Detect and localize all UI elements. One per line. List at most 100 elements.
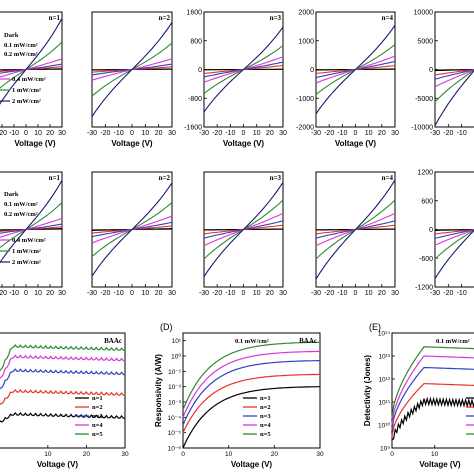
chart-1-1-legend-dark: Dark — [4, 32, 19, 39]
chart-2-1-legend-p01: 0.1 mW/cm² — [4, 201, 38, 208]
chart-2-2-xtick-label: -30 — [87, 290, 97, 297]
chart-3-1-series-0-line — [0, 411, 125, 423]
chart-1-2-xtick-label: -30 — [87, 130, 97, 137]
chart-3-1-legend-label-2: n=3 — [92, 413, 103, 420]
chart-1-4-xlabel: Voltage (V) — [335, 139, 377, 148]
chart-2-1-xtick-label: 10 — [34, 290, 42, 297]
chart-2-2-xtick-label: -20 — [100, 290, 110, 297]
chart-1-4-xtick-label: 30 — [391, 130, 399, 137]
chart-1-2-xtick-label: 20 — [155, 130, 163, 137]
chart-3-1-series-2-line — [0, 368, 125, 391]
chart-3-1-legend-label-3: n=4 — [92, 422, 103, 429]
chart-1-4-xtick-label: -20 — [324, 130, 334, 137]
chart-2-4-xtick-label: 10 — [365, 290, 373, 297]
chart-1-4-ytick-label: 0 — [310, 67, 314, 74]
chart-3-3-panel-label: (E) — [369, 322, 381, 332]
chart-3-2-xtick-label: 20 — [271, 451, 279, 458]
chart-1-2-series-5-line — [91, 21, 173, 118]
chart-1-5-series-3-line — [434, 69, 474, 88]
chart-3-1-xlabel: Voltage (V) — [37, 460, 79, 469]
chart-3-1-xtick-label: 30 — [121, 451, 129, 458]
chart-2-1-xtick-label: 0 — [24, 290, 28, 297]
chart-3-1-frame — [0, 332, 126, 449]
chart-2-3-xtick-label: 0 — [242, 290, 246, 297]
chart-3-2-ytick-label: 10⁻¹ — [168, 369, 182, 376]
chart-1-5-series-5-line — [434, 69, 474, 126]
chart-1-5-ytick-label: -5000 — [415, 96, 433, 103]
chart-1-3-xtick-label: -20 — [212, 130, 222, 137]
chart-3-2-ytick-label: 10⁰ — [171, 353, 181, 361]
chart-1-5-ytick-label: 0 — [429, 67, 433, 74]
chart-1-1-legend-p01: 0.1 mW/cm² — [4, 42, 38, 49]
chart-2-3-series-5-line — [203, 181, 284, 278]
chart-1-3-ytick-label: -800 — [188, 96, 202, 103]
chart-3-3-frame — [391, 332, 474, 449]
chart-2-5-ytick-label: -600 — [419, 256, 433, 263]
chart-2-1-n-label: n=1 — [49, 174, 61, 182]
chart-3-3-xlabel: Voltage (V) — [419, 460, 461, 469]
chart-3-2-xtick-label: 10 — [225, 451, 233, 458]
chart-1-4-xtick-label: 10 — [365, 130, 373, 137]
chart-1-1-legend-p02: 0.2 mW/cm² — [4, 51, 38, 58]
chart-2-5-series-0-line — [434, 228, 474, 231]
chart-2-4-xtick-label: 30 — [391, 290, 399, 297]
chart-3-2-legend-label-1: n=2 — [260, 404, 271, 411]
chart-1-1-legend-label-3: 0.4 mW/cm² — [12, 76, 46, 83]
chart-1-1-xtick-label: 10 — [34, 130, 42, 137]
chart-1-4-xtick-label: 0 — [354, 130, 358, 137]
chart-3-3-series-2-line — [391, 366, 474, 430]
chart-2-1-xtick-label: 20 — [46, 290, 54, 297]
chart-3-3-xtick-label: 0 — [390, 451, 394, 458]
chart-3-2-legend-label-3: n=4 — [260, 422, 271, 429]
chart-2-2-xtick-label: 0 — [130, 290, 134, 297]
chart-2-5-series-5-line — [434, 229, 474, 279]
chart-3-3-ytick-label: 10⁹ — [380, 446, 390, 453]
chart-1-4-ytick-label: -1000 — [296, 96, 314, 103]
chart-3-2-ylabel: Responsivity (A/W) — [154, 354, 163, 427]
chart-3-1-legend-label-4: n=5 — [92, 431, 103, 438]
chart-2-3-xtick-label: 10 — [253, 290, 261, 297]
chart-1-2-n-label: n=2 — [159, 14, 171, 22]
chart-2-5-series-3-line — [434, 229, 474, 246]
chart-1-2-xtick-label: 10 — [141, 130, 149, 137]
chart-2-2-xtick-label: 30 — [168, 290, 176, 297]
chart-1-4-n-label: n=4 — [382, 14, 394, 22]
chart-1-3-xtick-label: 10 — [253, 130, 261, 137]
chart-1-1-xtick-label: 0 — [24, 130, 28, 137]
chart-3-2-ytick-label: 10⁻⁵ — [168, 430, 182, 437]
chart-2-5-series-4-line — [434, 229, 474, 260]
chart-1-3-ytick-label: 1600 — [186, 10, 202, 17]
chart-1-3-ytick-label: -1600 — [184, 125, 202, 132]
chart-3-2-xtick-label: 30 — [316, 451, 324, 458]
chart-1-4-xtick-label: -30 — [311, 130, 321, 137]
chart-1-1-xtick-label: -20 — [0, 130, 7, 137]
chart-3-3-power-note: 0.1 mW/cm² — [436, 338, 470, 345]
chart-3-3-series-3-line — [391, 355, 474, 426]
chart-2-4-n-label: n=4 — [382, 174, 394, 182]
chart-3-3-ytick-label: 10¹⁰ — [378, 422, 390, 430]
chart-1-3-xtick-label: 20 — [266, 130, 274, 137]
chart-2-3-xtick-label: -20 — [212, 290, 222, 297]
chart-2-2-xtick-label: 10 — [141, 290, 149, 297]
chart-1-4-xtick-label: -10 — [337, 130, 347, 137]
chart-3-1-series-3-line — [0, 354, 125, 380]
chart-1-1-xtick-label: 30 — [58, 130, 66, 137]
chart-1-3-xtick-label: 0 — [242, 130, 246, 137]
chart-2-1-legend-label-5: 2 mW/cm² — [12, 259, 41, 266]
chart-1-4-ytick-label: 2000 — [298, 10, 314, 17]
chart-2-3-xtick-label: 20 — [266, 290, 274, 297]
chart-3-3-series-0-line — [391, 396, 474, 441]
chart-2-3-xtick-label: -10 — [225, 290, 235, 297]
chart-3-2-series-2-line — [182, 360, 320, 426]
chart-1-4-xtick-label: 20 — [378, 130, 386, 137]
chart-1-5-ytick-label: 10000 — [414, 10, 434, 17]
chart-2-4-xtick-label: 20 — [378, 290, 386, 297]
chart-1-3-xtick-label: -30 — [199, 130, 209, 137]
chart-3-2-ytick-label: 10⁻⁴ — [168, 415, 182, 422]
chart-1-1-xlabel: Voltage (V) — [14, 139, 56, 148]
chart-2-3-n-label: n=3 — [270, 174, 282, 182]
chart-2-4-xtick-label: -30 — [311, 290, 321, 297]
chart-3-2-power-note: 0.1 mW/cm² — [235, 338, 269, 345]
chart-1-1-xtick-label: 20 — [46, 130, 54, 137]
chart-3-2-compound: BAAc — [299, 337, 317, 345]
